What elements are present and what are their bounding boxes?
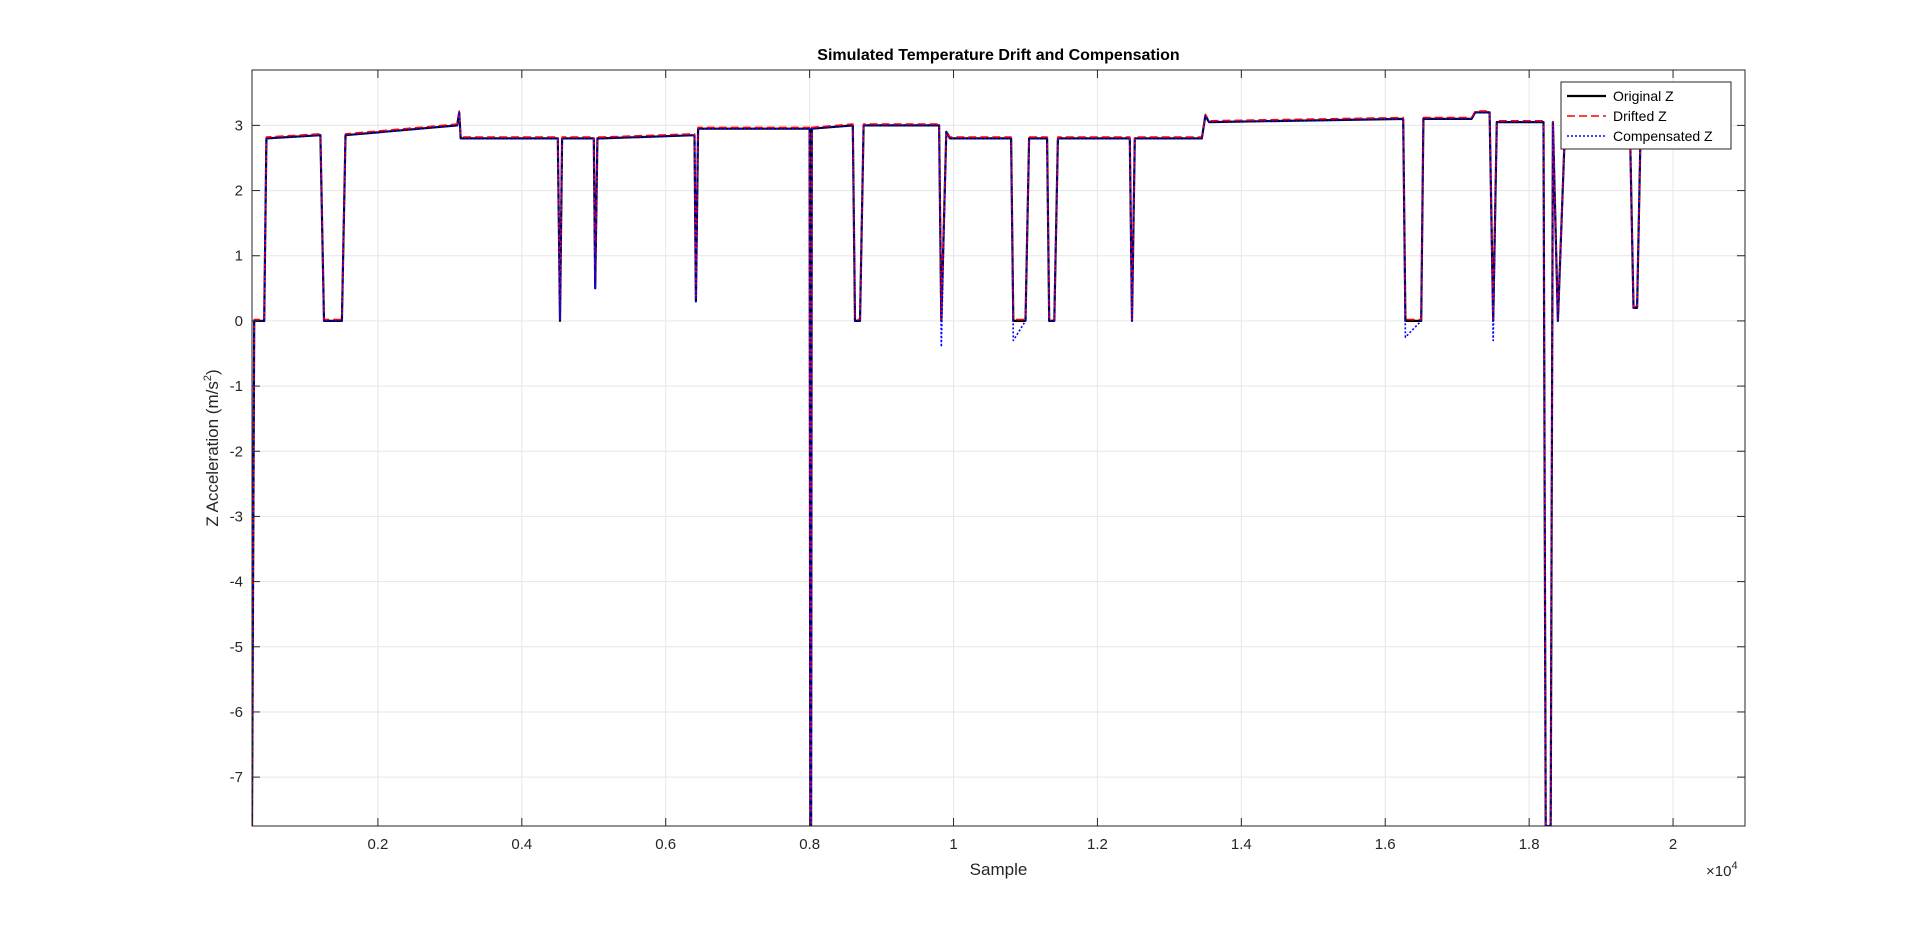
legend: Original Z Drifted Z Compensated Z [1560,81,1732,150]
x-axis-exponent: ×104 [1706,860,1738,880]
x-tick-label: 0.2 [367,836,388,853]
plot-background [252,70,1745,826]
legend-label-drifted-z: Drifted Z [1613,108,1667,124]
legend-label-compensated-z: Compensated Z [1613,128,1713,144]
y-tick-label: -3 [230,508,243,525]
y-tick-label: -4 [230,574,243,591]
y-axis-label-close: ) [203,369,222,375]
y-tick-label: 0 [235,313,243,330]
chart-title: Simulated Temperature Drift and Compensa… [817,47,1179,64]
x-tick-label: 1.4 [1231,836,1252,853]
series-line-compensated-z [252,111,1642,826]
data-series [252,110,1642,826]
y-tick-label: 2 [235,183,243,200]
axes-box [251,69,1746,827]
y-tick-label: -7 [230,769,243,786]
x-tick-label: 0.6 [655,836,676,853]
legend-label-original-z: Original Z [1613,88,1674,104]
x-tick-label: 1.8 [1519,836,1540,853]
y-tick-label: -5 [230,639,243,656]
x-tick-label: 0.8 [799,836,820,853]
y-axis-label: Z Acceleration (m/s2) [202,369,222,526]
y-tick-label: 1 [235,248,243,265]
x-tick-label: 1 [949,836,957,853]
x-tick-label: 1.2 [1087,836,1108,853]
tick-labels: 0.2 0.4 0.6 0.8 1 1.2 1.4 1.6 1.8 2 -7 -6 -5 -4 -3 -2 -1… [230,117,1678,853]
x-axis-exponent-power: 4 [1731,860,1737,872]
x-tick-label: 0.4 [511,836,532,853]
x-tick-label: 1.6 [1375,836,1396,853]
y-axis-label-main: Z Acceleration (m/s [203,381,222,527]
x-axis-label: Sample [970,860,1028,879]
x-tick-label: 2 [1669,836,1677,853]
y-axis-label-superscript: 2 [202,375,214,381]
y-tick-label: -1 [230,378,243,395]
plot-area [252,70,1745,826]
y-tick-label: -6 [230,704,243,721]
legend-box [1560,81,1732,150]
x-axis-exponent-base: ×10 [1706,863,1731,880]
y-tick-label: -2 [230,443,243,460]
y-tick-label: 3 [235,117,243,134]
axes [251,69,1746,827]
